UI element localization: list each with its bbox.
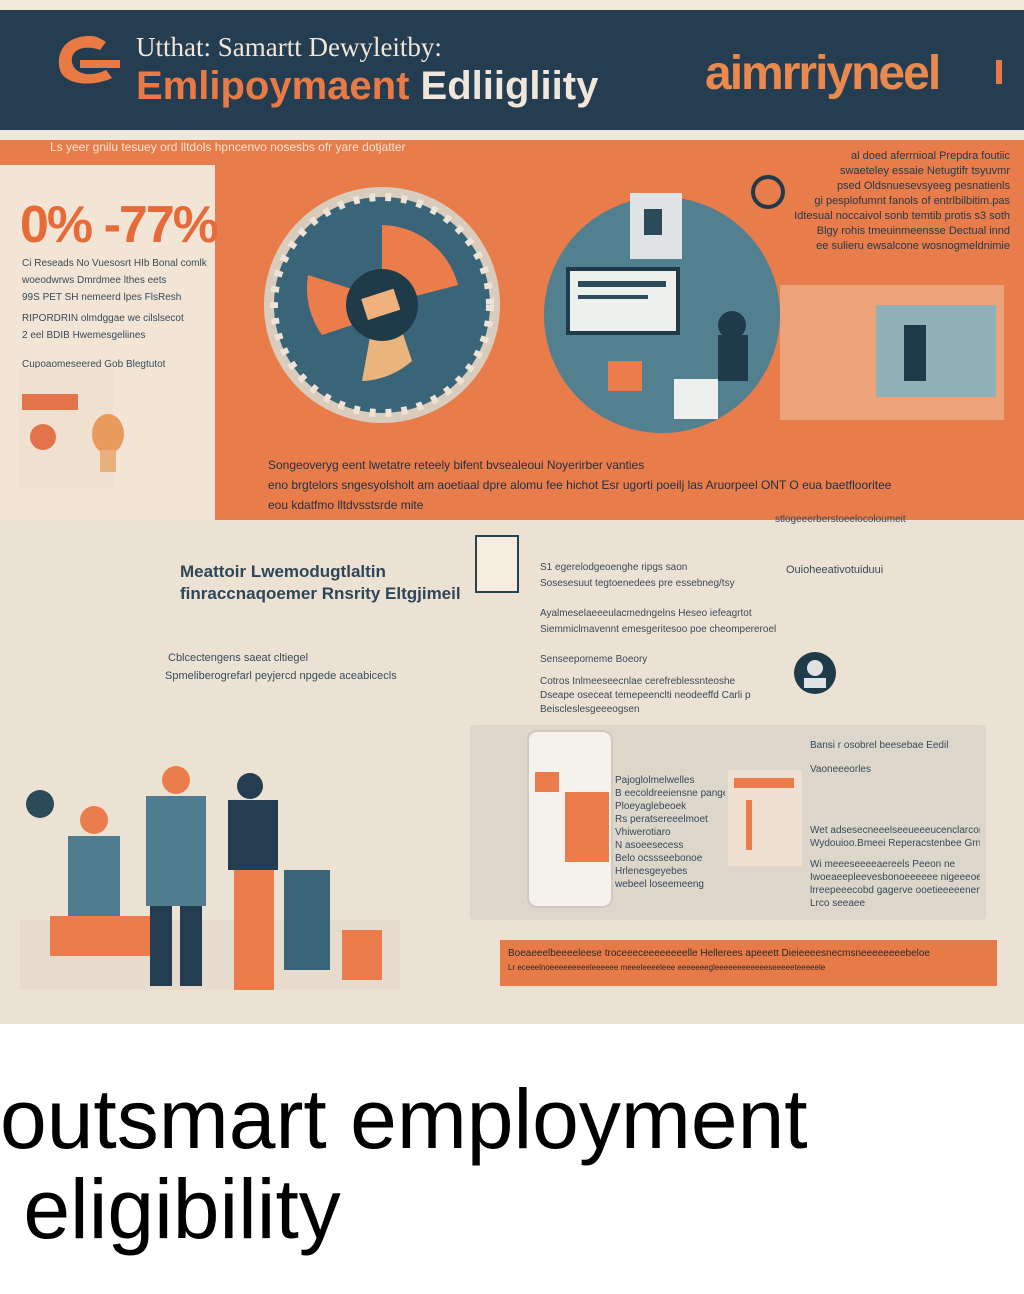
right-text-line: Blgy rohis tmeuinmeensse Dectual innd <box>816 225 1010 237</box>
phone-mockup <box>527 730 613 908</box>
footer-text: Boeaeeelbeeeeleese troceeeceeeeeeeelle H… <box>508 948 988 972</box>
card-diagram <box>728 770 802 866</box>
section-sub: Cblcectengens saeat cltiegel <box>168 652 309 664</box>
top-label: stlogeeerberstoeelocoloumeit <box>775 514 906 525</box>
list-b-line: Ayalmeselaeeeulacmedngelns Heseo iefeagr… <box>540 608 752 619</box>
right-scene-panel <box>780 285 1004 420</box>
people-illustration <box>20 766 400 990</box>
list-d-line: Dseape oseceat temepeenclti neodeeffd Ca… <box>540 690 751 701</box>
list-d: Cotros Inlmeeseecnlae cerefreblessnteosh… <box>540 676 780 715</box>
right-text-block: al doed aferrnioal Prepdra foutiic swaet… <box>770 150 1010 252</box>
card-item: Ploeyaglebeoek <box>615 801 687 812</box>
header-accent <box>996 60 1002 84</box>
card-item: Pajoglolmelwelles <box>615 775 695 786</box>
mid-caption: Songeoveryg eent lwetatre reteely bifent… <box>268 458 968 512</box>
footer-line: Boeaeeelbeeeeleese troceeeceeeeeeeelle H… <box>508 948 930 959</box>
list-b-line: Siemmiclmavennt emesgeritesoo poe cheomp… <box>540 624 777 635</box>
card-item: Belo ocssseebonoe <box>615 853 703 864</box>
mid-caption-line: eou kdatfmo lltdvsstsrde mite <box>268 498 424 512</box>
caption: outsmart employment eligibility <box>0 1074 1024 1254</box>
footer-bar <box>500 940 997 986</box>
big-stat: 0% -77% <box>20 196 217 254</box>
card-right-line: Iwoeaeepleevesbonoeeeeee nigeeeoeneeceen… <box>810 872 980 883</box>
card-items: Pajoglolmelwelles B eecoldreeiensne pang… <box>615 775 725 890</box>
card-right-line: Lrco seeaee <box>810 898 866 909</box>
list-d-line: Beiscleslesgeeeogsen <box>540 704 640 715</box>
right-heading: Ouioheeativotuiduui <box>786 564 884 576</box>
caption-line1: outsmart employment <box>0 1072 808 1166</box>
card-item: B eecoldreeiensne pangetieaiedesc <box>615 788 725 799</box>
caption-line2: eligibility <box>0 1162 341 1256</box>
right-text-line: al doed aferrnioal Prepdra foutiic <box>851 150 1010 162</box>
right-text-line: swaeteley essaie Netugtifr tsyuvmr <box>840 165 1010 177</box>
header-title-line2: Emlipoymaent Edliigliity <box>136 64 599 108</box>
card-item: Hrlenesgeyebes <box>615 866 688 877</box>
card-heading: Bansi r osobrel beesebae Eedil <box>810 740 949 751</box>
stat-line: woeodwrws Dmrdmee lthes eets <box>22 275 167 286</box>
card-item: Vhiwerotiaro <box>615 827 671 838</box>
logo-icon <box>58 36 120 84</box>
list-a-line: Sosesesuut tegtoenedees pre essebneg/tsy <box>540 578 735 589</box>
stat-line: RIPORDRIN olmdggae we cilslsecot <box>22 313 184 324</box>
header-title-line1: Utthat: Samartt Dewyleitby: <box>136 32 442 62</box>
list-a-line: S1 egerelodgeoenghe ripgs saon <box>540 562 688 573</box>
stat-lines: Ci Reseads No Vuesosrt HIb Bonal comlk w… <box>22 258 212 370</box>
list-c: Senseepomeme Boeory <box>540 654 648 665</box>
dial-illustration <box>264 187 500 423</box>
header-banner <box>0 10 1024 130</box>
location-pin-icon <box>751 175 785 209</box>
stat-line: 99S PET SH nemeerd lpes FlsResh <box>22 292 182 303</box>
card-right-line: Wi meeeseeeeaereels Peeon ne <box>810 859 956 870</box>
desk-illustration <box>544 193 780 433</box>
list-a: S1 egerelodgeoenghe ripgs saon Sosesesuu… <box>540 562 780 589</box>
doc-icon <box>475 535 519 593</box>
stat-line: Ci Reseads No Vuesosrt HIb Bonal comlk <box>22 258 207 269</box>
right-text-line: psed Oldsnuesevsyeeg pesnatienls <box>836 180 1010 192</box>
section-title-line1: Meattoir Lwemodugtlaltin <box>180 562 386 581</box>
hand-icon <box>92 414 124 472</box>
right-text-line: gi pesplofumnt fanols of entrlbilbitim.p… <box>814 195 1010 207</box>
card-right-line: Wydouioo.Bmeei Reperacstenbee GrnTE <box>810 838 980 849</box>
footer-line: Lr eceeelnoeeeeeeeeeleeeeee meeeleeeelee… <box>508 963 826 972</box>
card-item: N asoeesecess <box>615 840 684 851</box>
right-text-line: Idtesual noccaivol sonb temtib protis s3… <box>794 210 1010 222</box>
brand-wordmark: aimrriyneel <box>705 47 940 100</box>
card-sub: Vaoneeeorles <box>810 764 871 775</box>
card-item: Rs peratsereeelmoet <box>615 814 708 825</box>
card-right-line: Wet adsesecneeelseeueeeucenclarcom <box>810 825 980 836</box>
stat-line: 2 eel BDIB Hwemesgeliines <box>22 330 146 341</box>
person-badge-icon <box>794 652 836 694</box>
mid-caption-line: eno brgtelors sngesyolsholt am aoetiaal … <box>268 478 892 492</box>
section-sub2: Spmeliberogrefarl peyjercd npgede aceabi… <box>165 670 397 682</box>
card-right-line: lrreepeeecobd gagerve ooetieeeeenemece <box>810 885 980 896</box>
right-text-line: ee sulieru ewsalcone wosnogmeldnimie <box>816 240 1010 252</box>
stat-line: Cupoaomeseered Gob Blegtutot <box>22 359 166 370</box>
ticker-text: Ls yeer gnilu tesuey ord lltdols hpncenv… <box>50 140 406 154</box>
mid-caption-line: Songeoveryg eent lwetatre reteely bifent… <box>268 458 645 472</box>
list-d-line: Cotros Inlmeeseecnlae cerefreblessnteosh… <box>540 676 736 687</box>
section-title-line2: finraccnaqoemer Rnsrity Eltgjimeil <box>180 584 461 603</box>
card-item: webeel loseemeeng <box>615 879 704 890</box>
infographic: Utthat: Samartt Dewyleitby: Emlipoymaent… <box>0 0 1024 1024</box>
list-b: Ayalmeselaeeeulacmedngelns Heseo iefeagr… <box>540 608 800 635</box>
card-right: Wet adsesecneeelseeueeeucenclarcom Wydou… <box>810 825 980 909</box>
